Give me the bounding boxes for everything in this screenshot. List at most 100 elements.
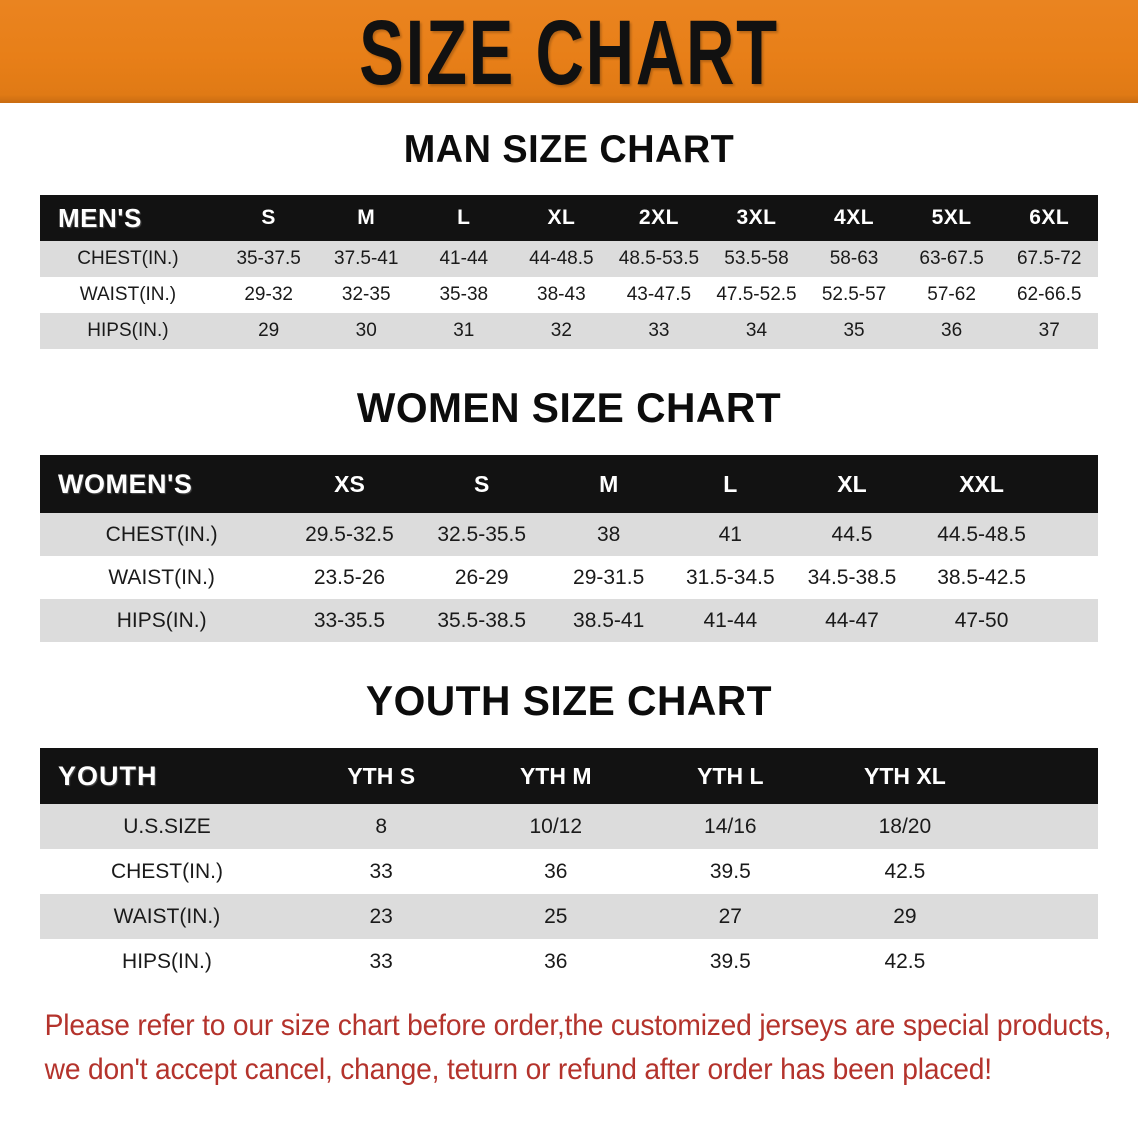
youth-size-table-wrap: YOUTH YTH S YTH M YTH L YTH XL U.S.SIZE … — [40, 748, 1098, 984]
women-cell: 44-47 — [791, 599, 913, 642]
women-cell: 38.5-41 — [547, 599, 670, 642]
men-cell: 29 — [219, 313, 318, 349]
men-cell: 35-37.5 — [219, 241, 318, 277]
women-cell: 31.5-34.5 — [669, 556, 792, 599]
women-cell: 34.5-38.5 — [791, 556, 913, 599]
women-col-header: L — [669, 455, 792, 513]
women-cell: 44.5-48.5 — [912, 513, 1051, 556]
youth-cell: 27 — [643, 894, 818, 939]
disclaimer-line-1: Please refer to our size chart before or… — [44, 1009, 1112, 1042]
disclaimer-line-2: we don't accept cancel, change, teturn o… — [44, 1052, 992, 1086]
women-row-label: CHEST(IN.) — [40, 513, 284, 556]
women-row-label: HIPS(IN.) — [40, 599, 284, 642]
youth-cell-spacer — [992, 804, 1098, 849]
men-cell: 48.5-53.5 — [610, 241, 708, 277]
youth-cell: 25 — [468, 894, 644, 939]
women-col-header: XS — [283, 455, 416, 513]
women-cell: 32.5-35.5 — [415, 513, 548, 556]
youth-corner-label: YOUTH — [58, 760, 158, 791]
youth-cell: 36 — [468, 939, 644, 984]
table-row: WAIST(IN.) 29-32 32-35 35-38 38-43 43-47… — [40, 277, 1098, 313]
men-size-table-wrap: MEN'S S M L XL 2XL 3XL 4XL 5XL 6XL CHEST… — [40, 195, 1098, 349]
youth-size-table: YOUTH YTH S YTH M YTH L YTH XL U.S.SIZE … — [40, 748, 1098, 984]
women-corner-label: WOMEN'S — [58, 468, 193, 499]
youth-cell: 36 — [468, 849, 644, 894]
table-row: HIPS(IN.) 33-35.5 35.5-38.5 38.5-41 41-4… — [40, 599, 1098, 642]
disclaimer-text: Please refer to our size chart before or… — [24, 1004, 1112, 1091]
men-row-label: WAIST(IN.) — [40, 277, 220, 313]
table-row: U.S.SIZE 8 10/12 14/16 18/20 — [40, 804, 1098, 849]
youth-cell: 42.5 — [817, 849, 993, 894]
women-cell: 29.5-32.5 — [283, 513, 416, 556]
youth-row-label: WAIST(IN.) — [40, 894, 294, 939]
men-cell: 47.5-52.5 — [707, 277, 806, 313]
table-row: WAIST(IN.) 23.5-26 26-29 29-31.5 31.5-34… — [40, 556, 1098, 599]
women-cell-spacer — [1050, 599, 1098, 642]
men-cell: 44-48.5 — [512, 241, 611, 277]
man-section-title: MAN SIZE CHART — [403, 128, 735, 171]
men-cell: 32-35 — [317, 277, 416, 313]
women-cell: 33-35.5 — [283, 599, 416, 642]
men-col-header: 4XL — [805, 195, 903, 241]
women-section-title: WOMEN SIZE CHART — [356, 384, 782, 431]
men-cell: 34 — [707, 313, 806, 349]
youth-col-header: YTH S — [293, 748, 469, 804]
youth-cell-spacer — [992, 849, 1098, 894]
youth-cell: 18/20 — [817, 804, 993, 849]
men-cell: 53.5-58 — [707, 241, 806, 277]
men-col-header: L — [415, 195, 513, 241]
youth-row-label: CHEST(IN.) — [40, 849, 294, 894]
men-row-label: HIPS(IN.) — [40, 313, 220, 349]
table-row: CHEST(IN.) 33 36 39.5 42.5 — [40, 849, 1098, 894]
men-cell: 57-62 — [902, 277, 1001, 313]
youth-cell: 42.5 — [817, 939, 993, 984]
youth-cell-spacer — [992, 939, 1098, 984]
youth-corner-cell: YOUTH — [40, 748, 294, 804]
youth-cell: 23 — [293, 894, 469, 939]
men-cell: 31 — [415, 313, 513, 349]
men-cell: 52.5-57 — [805, 277, 903, 313]
youth-header-row: YOUTH YTH S YTH M YTH L YTH XL — [40, 748, 1098, 804]
youth-cell: 29 — [817, 894, 993, 939]
men-col-header: 5XL — [902, 195, 1001, 241]
men-cell: 41-44 — [415, 241, 513, 277]
men-cell: 35-38 — [415, 277, 513, 313]
table-row: HIPS(IN.) 29 30 31 32 33 34 35 36 37 — [40, 313, 1098, 349]
women-cell: 38 — [547, 513, 670, 556]
women-corner-cell: WOMEN'S — [40, 455, 284, 513]
youth-col-header: YTH XL — [817, 748, 993, 804]
women-cell-spacer — [1050, 556, 1098, 599]
men-cell: 33 — [610, 313, 708, 349]
women-header-row: WOMEN'S XS S M L XL XXL — [40, 455, 1098, 513]
men-cell: 62-66.5 — [1000, 277, 1098, 313]
youth-header-spacer — [992, 748, 1098, 804]
youth-cell: 39.5 — [643, 849, 818, 894]
youth-cell: 8 — [293, 804, 469, 849]
men-header-row: MEN'S S M L XL 2XL 3XL 4XL 5XL 6XL — [40, 195, 1098, 241]
header-banner: SIZE CHART — [0, 0, 1138, 103]
men-col-header: 3XL — [707, 195, 806, 241]
men-corner-label: MEN'S — [58, 202, 142, 233]
youth-section-title: YOUTH SIZE CHART — [365, 677, 773, 724]
women-cell: 35.5-38.5 — [415, 599, 548, 642]
men-cell: 63-67.5 — [902, 241, 1001, 277]
men-cell: 58-63 — [805, 241, 903, 277]
men-cell: 43-47.5 — [610, 277, 708, 313]
men-cell: 38-43 — [512, 277, 611, 313]
youth-cell: 33 — [293, 939, 469, 984]
women-size-table: WOMEN'S XS S M L XL XXL CHEST(IN.) 29.5-… — [40, 455, 1098, 642]
table-row: HIPS(IN.) 33 36 39.5 42.5 — [40, 939, 1098, 984]
women-col-header: XL — [791, 455, 913, 513]
men-corner-cell: MEN'S — [40, 195, 220, 241]
men-cell: 36 — [902, 313, 1001, 349]
men-cell: 37.5-41 — [317, 241, 416, 277]
men-cell: 32 — [512, 313, 611, 349]
women-col-header: S — [415, 455, 548, 513]
women-cell: 41 — [669, 513, 792, 556]
table-row: CHEST(IN.) 35-37.5 37.5-41 41-44 44-48.5… — [40, 241, 1098, 277]
women-header-spacer — [1050, 455, 1098, 513]
youth-cell: 39.5 — [643, 939, 818, 984]
table-row: WAIST(IN.) 23 25 27 29 — [40, 894, 1098, 939]
men-cell: 30 — [317, 313, 416, 349]
